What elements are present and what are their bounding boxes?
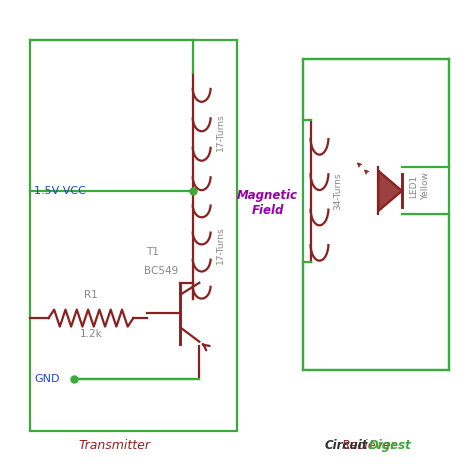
Polygon shape (378, 171, 402, 211)
Text: Circuit: Circuit (324, 439, 367, 452)
Bar (303, 59, 449, 370)
Text: BC549: BC549 (145, 266, 179, 276)
Text: GND: GND (35, 374, 60, 384)
Text: Reciever: Reciever (342, 439, 396, 452)
Text: R1: R1 (84, 290, 98, 300)
Text: Magnetic
Field: Magnetic Field (237, 188, 298, 217)
Text: Digest: Digest (369, 439, 412, 452)
Text: 17-Turns: 17-Turns (216, 113, 225, 151)
Text: 1.5V VCC: 1.5V VCC (35, 186, 86, 196)
Text: 34-Turns: 34-Turns (334, 172, 343, 209)
Text: LED1: LED1 (409, 175, 418, 198)
Text: 17-Turns: 17-Turns (216, 226, 225, 264)
Text: Yellow: Yellow (421, 172, 430, 200)
Text: 1.2k: 1.2k (80, 329, 102, 339)
Text: T1: T1 (146, 247, 159, 257)
Bar (30, 40, 237, 431)
Text: Transmitter: Transmitter (79, 439, 150, 452)
